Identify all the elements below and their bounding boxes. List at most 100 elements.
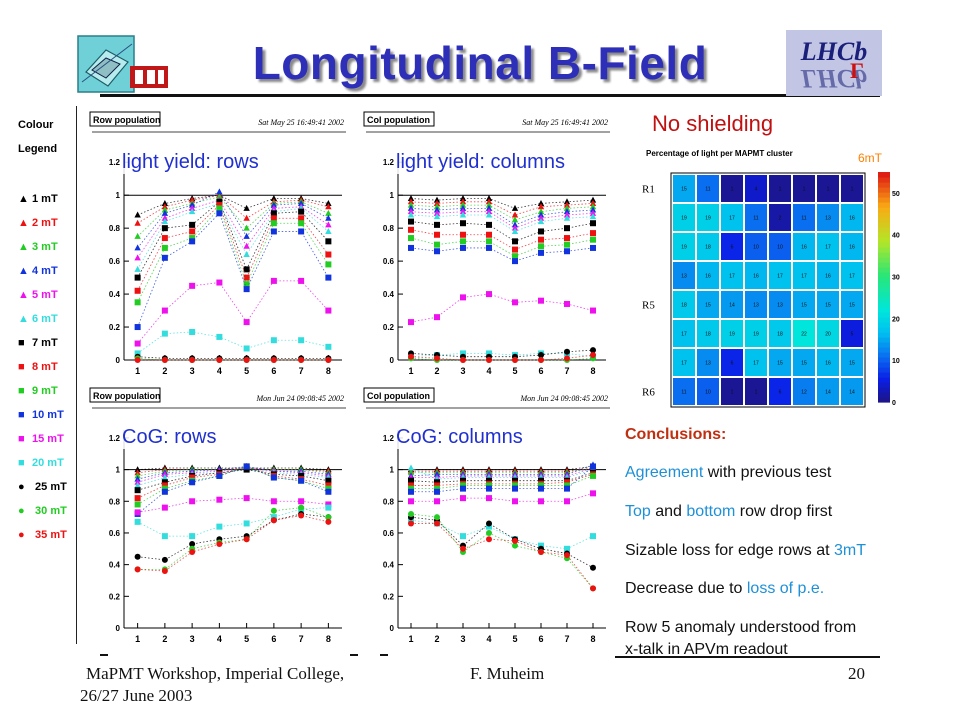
- data-point: [563, 211, 571, 218]
- heatmap-cell: [721, 378, 743, 405]
- data-point: [161, 199, 169, 206]
- heatmap-cell: [817, 320, 839, 347]
- data-point: [161, 474, 169, 481]
- data-point: [298, 498, 305, 505]
- data-point: [270, 474, 277, 481]
- data-point: [486, 495, 492, 502]
- legend-item: ▲ 4 mT: [18, 263, 58, 279]
- series-line: [411, 475, 594, 490]
- data-point: [270, 210, 277, 217]
- heatmap-panel: Percentage of light per MAPMT cluster 6mT…: [620, 140, 910, 446]
- y-tick-label: 0.4: [109, 290, 121, 299]
- data-point: [408, 520, 414, 527]
- data-point: [134, 287, 141, 294]
- scale-step: [878, 382, 890, 388]
- data-point: [486, 357, 492, 363]
- data-point: [590, 230, 596, 237]
- heatmap-value: 22: [801, 332, 807, 338]
- data-point: [512, 498, 518, 505]
- data-point: [485, 201, 493, 208]
- series-line: [137, 194, 329, 224]
- heatmap-cell: [721, 204, 743, 231]
- data-point: [189, 533, 196, 540]
- data-point: [243, 232, 250, 239]
- legend-marker: ▲: [18, 265, 29, 277]
- data-point: [189, 357, 196, 363]
- svg-text:Γ: Γ: [850, 58, 864, 83]
- data-point: [298, 472, 305, 479]
- data-point: [434, 514, 440, 521]
- y-tick-label: 0.6: [383, 529, 395, 538]
- series-line: [137, 466, 329, 499]
- data-point: [564, 235, 570, 242]
- data-point: [589, 203, 597, 210]
- scale-step: [878, 352, 890, 358]
- data-point: [564, 485, 570, 492]
- x-tick-label: 7: [564, 634, 569, 644]
- data-point: [511, 227, 519, 234]
- legend-label: 7 mT: [32, 337, 58, 349]
- heatmap-cell: [793, 291, 815, 318]
- data-point: [243, 463, 250, 470]
- panel-date: Sat May 25 16:49:41 2002: [522, 118, 608, 127]
- data-point: [460, 482, 466, 489]
- x-tick-label: 5: [512, 634, 517, 644]
- text: with previous test: [703, 464, 832, 481]
- heatmap-value: 15: [849, 361, 855, 367]
- data-point: [408, 517, 414, 524]
- data-point: [486, 477, 492, 484]
- data-point: [325, 514, 332, 521]
- data-point: [134, 232, 141, 239]
- series-line: [137, 331, 329, 354]
- heatmap-value: 15: [705, 303, 711, 309]
- conclusion-line: Row 5 anomaly understood from: [625, 619, 857, 636]
- scale-step: [878, 177, 890, 183]
- data-point: [589, 196, 597, 203]
- x-tick-label: 7: [299, 634, 304, 644]
- legend-label: 5 mT: [32, 289, 58, 301]
- scale-step: [878, 392, 890, 398]
- y-tick-label: 1: [390, 191, 395, 200]
- scale-step: [878, 367, 890, 373]
- row-label: R6: [642, 387, 655, 399]
- series-line: [137, 204, 329, 291]
- series-line: [410, 214, 594, 232]
- y-tick-label: 0: [116, 624, 121, 633]
- legend-item: ■ 20 mT: [18, 455, 64, 471]
- heatmap-value: 16: [753, 274, 759, 280]
- y-tick-label: 0.2: [109, 323, 121, 332]
- heatmap-value: 11: [753, 216, 758, 222]
- x-tick-label: 3: [460, 366, 465, 376]
- legend-divider: [76, 106, 77, 644]
- data-point: [538, 228, 544, 235]
- heatmap-value: 5: [851, 332, 854, 338]
- data-point: [243, 274, 250, 281]
- heatmap-cell: [745, 175, 767, 202]
- heatmap-value: 13: [705, 361, 711, 367]
- data-point: [434, 479, 440, 486]
- scale-step: [878, 227, 890, 233]
- data-point: [325, 501, 332, 508]
- data-point: [189, 228, 196, 235]
- heatmap-value: 13: [777, 303, 783, 309]
- scale-step: [878, 197, 890, 203]
- legend-item: ■ 7 mT: [18, 335, 58, 351]
- scale-step: [878, 272, 890, 278]
- data-point: [216, 210, 223, 217]
- x-tick-label: 2: [162, 366, 167, 376]
- data-point: [270, 204, 278, 211]
- series-line: [410, 349, 594, 358]
- data-point: [298, 337, 305, 344]
- heatmap-value: 17: [777, 274, 783, 280]
- data-point: [134, 219, 141, 226]
- series-line: [410, 207, 594, 226]
- highlight: Top: [625, 503, 651, 520]
- data-point: [590, 236, 596, 243]
- data-point: [270, 201, 278, 208]
- svg-text:LHCb: LHCb: [800, 64, 867, 93]
- axis-tick: [100, 654, 108, 656]
- data-point: [459, 194, 467, 201]
- heatmap-cell: [673, 320, 695, 347]
- text: Sizable loss for edge rows at: [625, 542, 834, 559]
- x-tick-label: 2: [162, 634, 167, 644]
